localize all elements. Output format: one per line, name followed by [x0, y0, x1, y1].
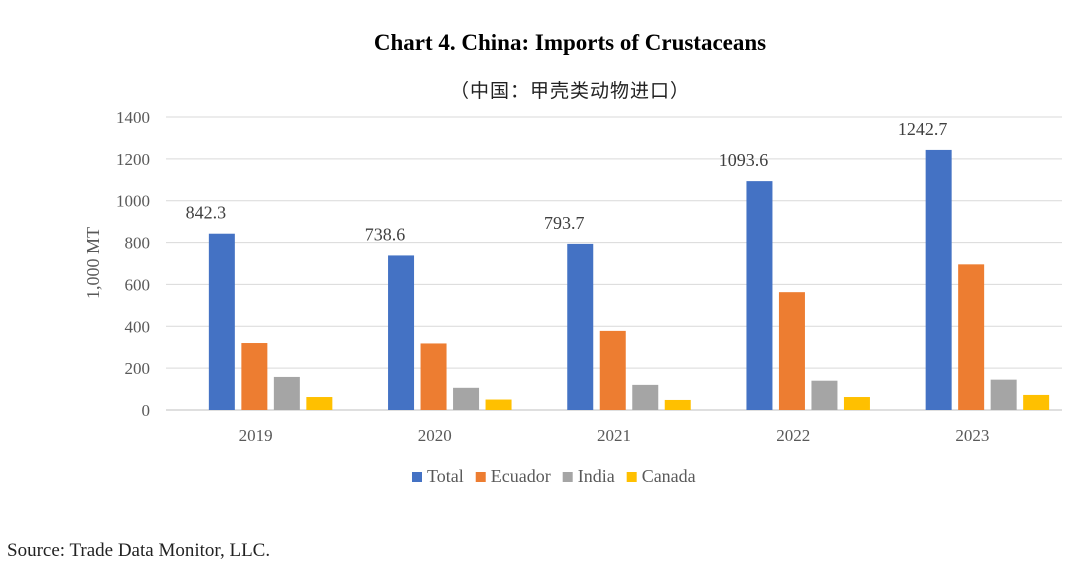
data-label: 842.3 [186, 203, 227, 223]
legend: Total Ecuador India Canada [412, 466, 696, 486]
bar-india-2023 [990, 379, 1017, 410]
x-tick-label: 2022 [776, 426, 810, 445]
legend-swatch-india [562, 472, 573, 482]
y-tick-label: 800 [125, 234, 151, 253]
bar-total-2019 [208, 233, 235, 410]
x-tick-label: 2021 [597, 426, 631, 445]
x-tick-label: 2020 [418, 426, 452, 445]
bar-chart: 0 200 400 600 800 1000 1200 1400 842.3 738.6 793.… [83, 108, 1062, 486]
bar-india-2022 [811, 380, 838, 410]
x-tick-label: 2019 [239, 426, 273, 445]
legend-label-ecuador: Ecuador [491, 466, 551, 486]
bar-total-2020 [388, 255, 415, 410]
legend-swatch-total [412, 472, 422, 482]
y-tick-label: 1400 [116, 108, 150, 127]
y-tick-label: 200 [125, 359, 151, 378]
y-tick-label: 0 [142, 401, 151, 420]
bar-ecuador-2022 [778, 292, 805, 410]
bar-total-2023 [925, 149, 952, 410]
bar-ecuador-2023 [958, 264, 985, 410]
x-axis-ticks: 2019 2020 2021 2022 2023 [239, 426, 990, 445]
data-label: 793.7 [544, 213, 585, 233]
data-labels: 842.3 738.6 793.7 1093.6 1242.7 [186, 119, 948, 245]
bar-canada-2022 [843, 397, 870, 410]
bar-canada-2023 [1023, 394, 1050, 410]
bar-canada-2019 [306, 397, 333, 410]
chart-subtitle: （中国：甲壳类动物进口） [449, 80, 690, 102]
bar-ecuador-2021 [599, 330, 626, 410]
bar-series [208, 149, 1050, 410]
source-note: Source: Trade Data Monitor, LLC. [7, 540, 271, 561]
data-label: 738.6 [365, 224, 406, 244]
x-tick-label: 2023 [955, 426, 989, 445]
bar-canada-2021 [664, 399, 691, 410]
y-tick-label: 1000 [116, 192, 150, 211]
bar-canada-2020 [485, 399, 512, 410]
y-tick-label: 400 [125, 317, 151, 336]
bar-india-2020 [453, 387, 480, 410]
bar-total-2021 [567, 243, 594, 410]
legend-swatch-ecuador [475, 472, 486, 482]
legend-label-canada: Canada [642, 466, 696, 486]
y-axis-ticks: 0 200 400 600 800 1000 1200 1400 [116, 108, 150, 420]
bar-ecuador-2020 [420, 343, 447, 410]
bar-ecuador-2019 [241, 343, 268, 410]
legend-label-total: Total [427, 466, 464, 486]
data-label: 1242.7 [898, 119, 948, 139]
data-label: 1093.6 [719, 150, 769, 170]
bar-india-2019 [273, 376, 300, 410]
y-axis-label: 1,000 MT [83, 227, 103, 299]
legend-swatch-canada [626, 472, 637, 482]
bar-india-2021 [632, 384, 659, 410]
legend-label-india: India [578, 466, 615, 486]
y-tick-label: 600 [125, 275, 151, 294]
y-tick-label: 1200 [116, 150, 150, 169]
chart-title: Chart 4. China: Imports of Crustaceans [373, 30, 767, 55]
bar-total-2022 [746, 181, 773, 410]
